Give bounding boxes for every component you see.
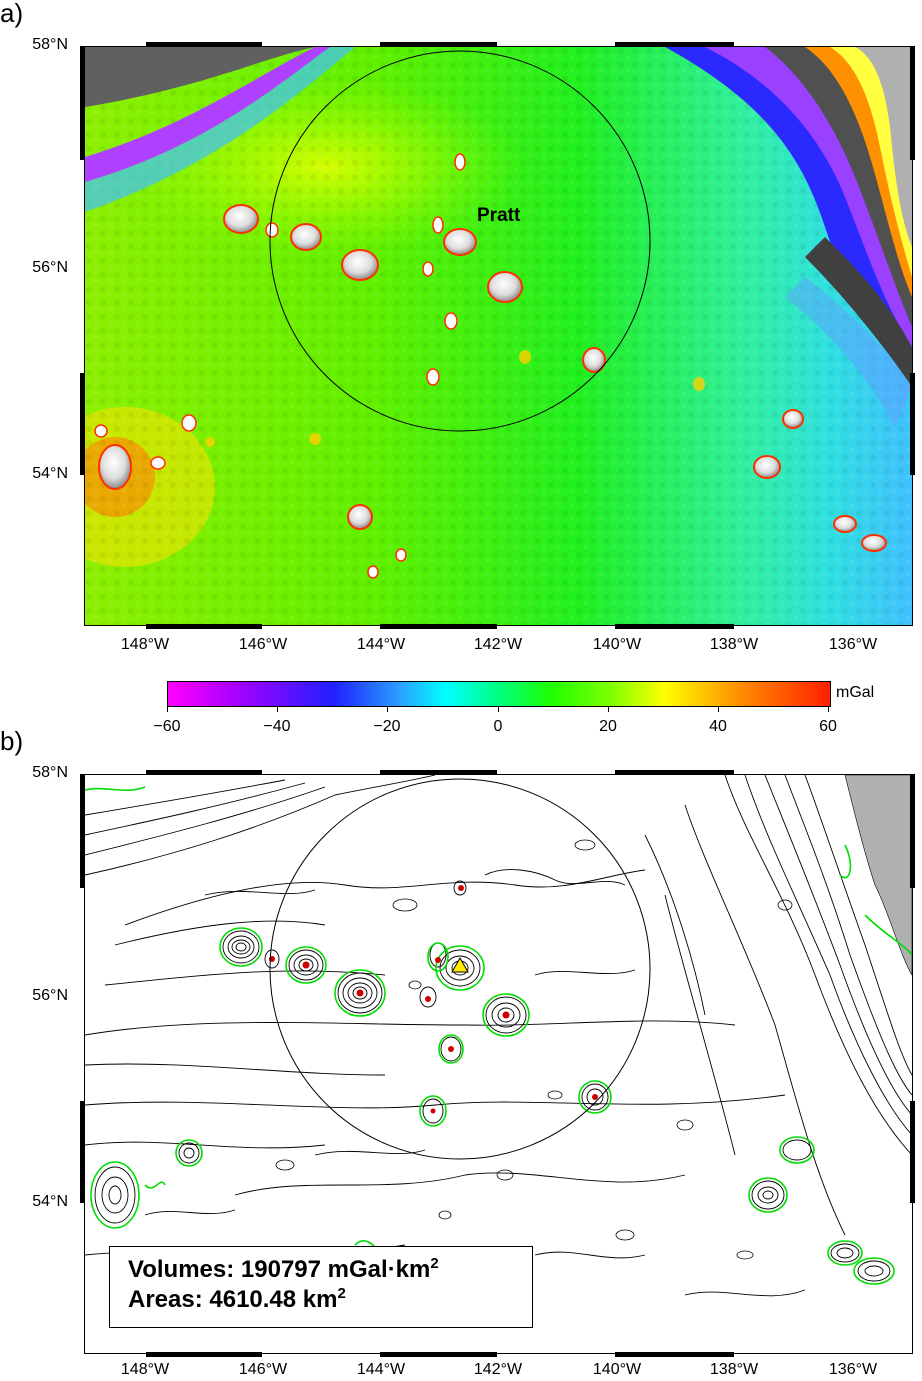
panel-a-letter: a) bbox=[0, 0, 24, 28]
x-tick-a-136: 136°W bbox=[828, 636, 878, 653]
volumes-exponent: 2 bbox=[430, 1255, 439, 1272]
search-radius-circle-b bbox=[269, 778, 651, 1160]
colorbar-tick: −60 bbox=[153, 718, 181, 735]
x-tick-b-148: 148°W bbox=[120, 1361, 170, 1378]
land-coast-b bbox=[844, 775, 912, 976]
search-radius-circle-a bbox=[269, 50, 651, 432]
y-tick-a-58: 58°N bbox=[32, 36, 68, 53]
x-tick-a-146: 146°W bbox=[238, 636, 288, 653]
x-tick-b-136: 136°W bbox=[828, 1361, 878, 1378]
x-tick-a-138: 138°W bbox=[709, 636, 759, 653]
colorbar bbox=[167, 681, 831, 707]
x-tick-b-138: 138°W bbox=[709, 1361, 759, 1378]
x-tick-b-146: 146°W bbox=[238, 1361, 288, 1378]
x-tick-a-140: 140°W bbox=[592, 636, 642, 653]
x-tick-b-140: 140°W bbox=[592, 1361, 642, 1378]
x-tick-a-142: 142°W bbox=[473, 636, 523, 653]
x-tick-b-144: 144°W bbox=[356, 1361, 406, 1378]
areas-text: Areas: 4610.48 km bbox=[128, 1286, 338, 1313]
colorbar-unit: mGal bbox=[836, 684, 875, 701]
areas-line: Areas: 4610.48 km2 bbox=[128, 1285, 346, 1314]
x-tick-a-144: 144°W bbox=[356, 636, 406, 653]
volumes-line: Volumes: 190797 mGal·km2 bbox=[128, 1255, 439, 1284]
seamounts-a bbox=[94, 153, 887, 579]
y-tick-a-54: 54°N bbox=[32, 465, 68, 482]
x-tick-a-148: 148°W bbox=[120, 636, 170, 653]
colorbar-tick: 20 bbox=[599, 718, 617, 735]
colorbar-tick: 40 bbox=[709, 718, 727, 735]
y-tick-b-56: 56°N bbox=[32, 987, 68, 1004]
colorbar-tick: 60 bbox=[819, 718, 837, 735]
seamount-contours bbox=[85, 786, 912, 1285]
areas-exponent: 2 bbox=[337, 1285, 346, 1302]
gravity-anomaly-image bbox=[85, 47, 912, 625]
pratt-marker bbox=[451, 956, 469, 973]
y-tick-a-56: 56°N bbox=[32, 259, 68, 276]
gravity-anomaly-map: Pratt bbox=[84, 46, 913, 626]
x-tick-b-142: 142°W bbox=[473, 1361, 523, 1378]
y-tick-b-58: 58°N bbox=[32, 764, 68, 781]
pratt-label: Pratt bbox=[477, 205, 521, 226]
volumes-text: Volumes: 190797 mGal·km bbox=[128, 1256, 431, 1283]
colorbar-tick: −20 bbox=[373, 718, 401, 735]
colorbar-tick: −40 bbox=[263, 718, 291, 735]
y-tick-b-54: 54°N bbox=[32, 1193, 68, 1210]
panel-b-letter: b) bbox=[0, 726, 24, 756]
contour-lines bbox=[85, 775, 912, 1311]
stats-box: Volumes: 190797 mGal·km2 Areas: 4610.48 … bbox=[109, 1246, 533, 1328]
colorbar-tick: 0 bbox=[493, 718, 503, 735]
